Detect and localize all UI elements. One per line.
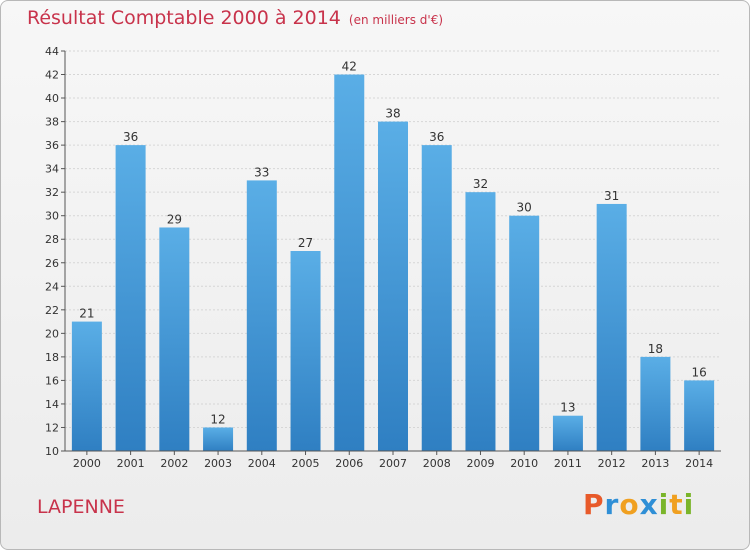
chart-title-text: Résultat Comptable 2000 à 2014 [27,7,341,29]
data-label-2002: 29 [167,212,182,226]
y-tick-label: 14 [45,398,59,411]
bar-2001 [115,145,146,451]
data-label-2009: 32 [473,177,488,191]
y-tick-label: 22 [45,304,59,317]
y-tick-label: 42 [45,69,59,82]
x-tick-label-2011: 2011 [554,457,582,470]
y-tick-label: 12 [45,421,59,434]
y-tick-label: 38 [45,116,59,129]
axes: 10 12 14 16 18 20 22 24 26 28 30 32 34 36 38 40 42 44 2000… [45,45,721,470]
y-tick-label: 20 [45,327,59,340]
bar-2007 [378,121,408,452]
data-label-2011: 13 [560,401,575,415]
data-label-2010: 30 [517,201,532,215]
data-label-2014: 16 [691,365,706,379]
x-tick-label-2013: 2013 [641,457,669,470]
bar-2002 [159,227,190,451]
x-tick-label-2010: 2010 [510,457,538,470]
chart-title: Résultat Comptable 2000 à 2014 (en millie… [27,7,443,29]
y-tick-label: 18 [45,351,59,364]
y-tick-label: 40 [45,92,59,105]
y-tick-label: 32 [45,186,59,199]
y-tick-label: 44 [45,45,59,58]
bar-2014 [684,380,715,451]
data-label-2004: 33 [254,165,269,179]
x-tick-label-2012: 2012 [598,457,626,470]
logo-letter: i [658,488,670,521]
x-tick-label-2014: 2014 [685,457,713,470]
x-tick-label-2001: 2001 [117,457,145,470]
x-tick-label-2005: 2005 [292,457,320,470]
data-label-2012: 31 [604,189,619,203]
logo-letter: r [604,488,620,521]
x-tick-label-2007: 2007 [379,457,407,470]
y-tick-label: 36 [45,139,59,152]
x-tick-label-2003: 2003 [204,457,232,470]
y-tick-label: 24 [45,280,59,293]
bar-2004 [246,180,277,452]
logo-letter: o [619,488,640,521]
data-label-2007: 38 [385,107,400,121]
bar-2003 [203,427,234,451]
bar-2005 [290,251,321,451]
data-label-2013: 18 [648,342,663,356]
bar-2006 [334,74,365,451]
bar-2011 [552,415,583,451]
chart-subtitle: (en milliers d'€) [348,13,444,27]
bars: 21 36 29 12 33 27 42 38 36 32 30 13 31 18 16 [71,60,715,452]
data-label-2000: 21 [79,307,94,321]
y-tick-label: 10 [45,445,59,458]
x-tick-label-2008: 2008 [423,457,451,470]
x-tick-label-2000: 2000 [73,457,101,470]
proxiti-logo: Proxiti [583,488,694,521]
logo-letter: t [669,488,684,521]
data-label-2003: 12 [210,412,225,426]
y-tick-label: 26 [45,257,59,270]
x-tick-label-2009: 2009 [466,457,494,470]
x-tick-label-2002: 2002 [160,457,188,470]
bar-2008 [421,145,452,451]
y-tick-label: 16 [45,374,59,387]
y-tick-label: 30 [45,210,59,223]
y-tick-label: 34 [45,163,59,176]
logo-letter: i [683,488,695,521]
data-label-2008: 36 [429,130,444,144]
data-label-2001: 36 [123,130,138,144]
logo-letter: x [639,488,659,521]
bar-2009 [465,192,496,452]
x-tick-label-2004: 2004 [248,457,276,470]
y-tick-label: 28 [45,233,59,246]
logo-letter: P [583,488,605,521]
data-label-2005: 27 [298,236,313,250]
x-tick-label-2006: 2006 [335,457,363,470]
bar-2000 [71,321,102,451]
bar-2012 [596,203,627,451]
bar-2013 [640,356,671,451]
location-name: LAPENNE [37,496,125,518]
data-label-2006: 42 [342,60,357,74]
bar-2010 [509,215,540,451]
